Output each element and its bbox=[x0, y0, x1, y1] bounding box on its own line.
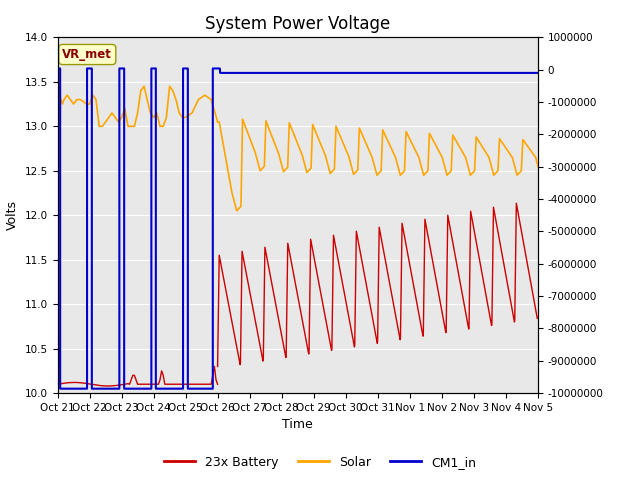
Legend: 23x Battery, Solar, CM1_in: 23x Battery, Solar, CM1_in bbox=[159, 451, 481, 474]
Text: VR_met: VR_met bbox=[62, 48, 112, 61]
Title: System Power Voltage: System Power Voltage bbox=[205, 15, 390, 33]
X-axis label: Time: Time bbox=[282, 419, 313, 432]
Y-axis label: Volts: Volts bbox=[6, 200, 19, 230]
